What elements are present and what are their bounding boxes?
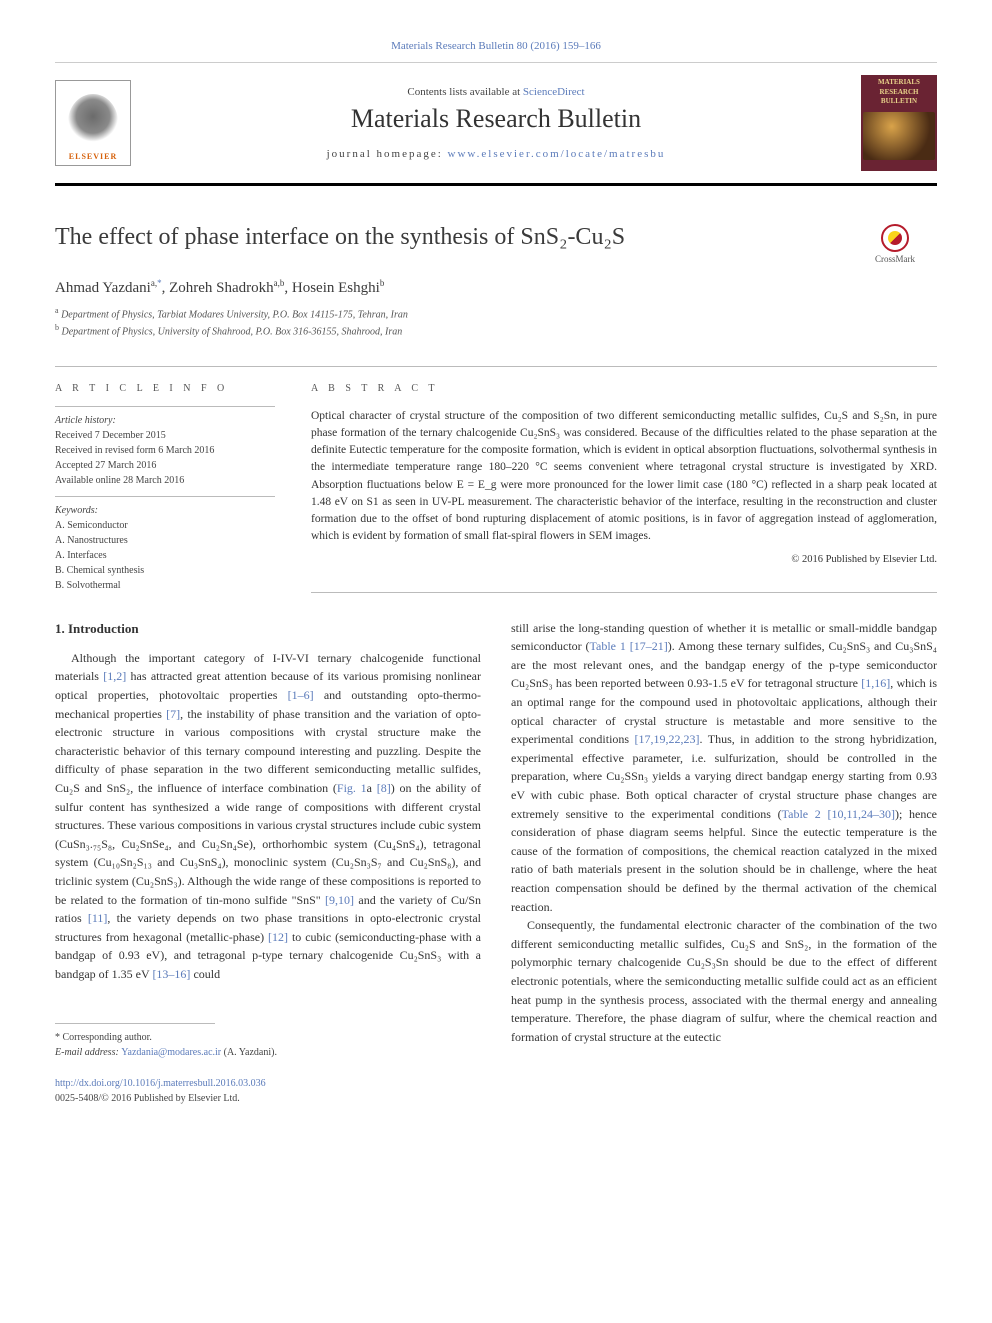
author-sep-1: , xyxy=(162,280,170,296)
cover-title-1: MATERIALS xyxy=(863,79,935,87)
abstract: A B S T R A C T Optical character of cry… xyxy=(311,367,937,593)
author-2-aff: a,b xyxy=(274,278,285,288)
abstract-body: Optical character of crystal structure o… xyxy=(311,408,937,546)
author-2-name: Zohreh Shadrokh xyxy=(169,280,274,296)
article-info-label: A R T I C L E I N F O xyxy=(55,381,275,396)
cite-1-16[interactable]: [1,16] xyxy=(861,676,890,690)
crossmark-icon xyxy=(881,224,909,252)
keyword-5: B. Solvothermal xyxy=(55,578,275,593)
doi-block: http://dx.doi.org/10.1016/j.materresbull… xyxy=(55,1076,481,1106)
issn-copyright: 0025-5408/© 2016 Published by Elsevier L… xyxy=(55,1093,240,1104)
author-sep-2: , xyxy=(284,280,292,296)
aff-b-text: Department of Physics, University of Sha… xyxy=(59,327,402,338)
column-left: 1. Introduction Although the important c… xyxy=(55,619,481,1107)
crossmark-label: CrossMark xyxy=(853,254,937,264)
info-abstract-row: A R T I C L E I N F O Article history: R… xyxy=(55,366,937,593)
cite-1-6[interactable]: [1–6] xyxy=(288,688,314,702)
homepage-link[interactable]: www.elsevier.com/locate/matresbu xyxy=(448,148,666,160)
doi-link[interactable]: http://dx.doi.org/10.1016/j.materresbull… xyxy=(55,1078,266,1089)
cite-17-23[interactable]: [17,19,22,23] xyxy=(635,732,700,746)
masthead: ELSEVIER Contents lists available at Sci… xyxy=(55,62,937,186)
keyword-4: B. Chemical synthesis xyxy=(55,563,275,578)
keyword-2: A. Nanostructures xyxy=(55,533,275,548)
article-history-block: Article history: Received 7 December 201… xyxy=(55,406,275,488)
cover-title-3: BULLETIN xyxy=(863,98,935,106)
cite-13-16[interactable]: [13–16] xyxy=(152,967,190,981)
cite-12[interactable]: [12] xyxy=(268,930,288,944)
elsevier-tree-icon xyxy=(68,94,118,150)
table-1-link[interactable]: Table 1 [17–21] xyxy=(590,639,668,653)
corresponding-author-note: * Corresponding author. E-mail address: … xyxy=(55,1030,481,1060)
t: could xyxy=(190,967,220,981)
column-right: still arise the long-standing question o… xyxy=(511,619,937,1107)
cite-8[interactable]: [8] xyxy=(377,781,391,795)
table-2-link[interactable]: Table 2 [10,11,24–30] xyxy=(782,807,895,821)
author-3-aff: b xyxy=(380,278,385,288)
footnote-separator xyxy=(55,1023,215,1024)
history-received: Received 7 December 2015 xyxy=(55,428,275,443)
history-accepted: Accepted 27 March 2016 xyxy=(55,458,275,473)
fig-1-link[interactable]: Fig. 1 xyxy=(337,781,367,795)
title-row: The effect of phase interface on the syn… xyxy=(55,224,937,264)
cite-7[interactable]: [7] xyxy=(166,707,180,721)
keyword-1: A. Semiconductor xyxy=(55,518,275,533)
author-3-name: Hosein Eshghi xyxy=(292,280,380,296)
keywords-block: Keywords: A. Semiconductor A. Nanostruct… xyxy=(55,496,275,593)
article-title: The effect of phase interface on the syn… xyxy=(55,224,625,251)
t: ) on the ability of sulfur content has s… xyxy=(55,781,481,907)
journal-cover-thumbnail: MATERIALS RESEARCH BULLETIN xyxy=(861,75,937,171)
intro-col2-para2: Consequently, the fundamental electronic… xyxy=(511,916,937,1046)
affiliations: a Department of Physics, Tarbiat Modares… xyxy=(55,305,937,340)
history-online: Available online 28 March 2016 xyxy=(55,473,275,488)
masthead-center: Contents lists available at ScienceDirec… xyxy=(149,86,843,160)
email-label: E-mail address: xyxy=(55,1047,121,1058)
keyword-3: A. Interfaces xyxy=(55,548,275,563)
history-header: Article history: xyxy=(55,413,275,428)
running-head-link[interactable]: Materials Research Bulletin 80 (2016) 15… xyxy=(55,40,937,52)
page: Materials Research Bulletin 80 (2016) 15… xyxy=(0,0,992,1146)
cite-11[interactable]: [11] xyxy=(88,911,108,925)
elsevier-logo: ELSEVIER xyxy=(55,80,131,166)
intro-col2-para1: still arise the long-standing question o… xyxy=(511,619,937,917)
article-info: A R T I C L E I N F O Article history: R… xyxy=(55,367,275,593)
cover-image xyxy=(863,112,935,160)
affiliation-b: b Department of Physics, University of S… xyxy=(55,322,937,339)
authors-line: Ahmad Yazdania,*, Zohreh Shadrokha,b, Ho… xyxy=(55,278,937,297)
intro-heading: 1. Introduction xyxy=(55,619,481,639)
intro-col1-para1: Although the important category of I-IV-… xyxy=(55,649,481,984)
keywords-header: Keywords: xyxy=(55,503,275,518)
contents-line: Contents lists available at ScienceDirec… xyxy=(149,86,843,98)
t: a xyxy=(367,781,377,795)
history-revised: Received in revised form 6 March 2016 xyxy=(55,443,275,458)
corresponding-email-link[interactable]: Yazdania@modares.ac.ir xyxy=(121,1047,221,1058)
crossmark-icon-inner xyxy=(888,231,902,245)
corr-label: Corresponding author. xyxy=(60,1032,152,1043)
cite-1-2[interactable]: [1,2] xyxy=(103,669,126,683)
cover-title-2: RESEARCH xyxy=(863,89,935,97)
sciencedirect-link[interactable]: ScienceDirect xyxy=(523,86,585,98)
email-suffix: (A. Yazdani). xyxy=(221,1047,277,1058)
contents-prefix: Contents lists available at xyxy=(407,86,522,98)
cite-9-10[interactable]: [9,10] xyxy=(325,893,354,907)
journal-name: Materials Research Bulletin xyxy=(149,104,843,134)
author-1-name: Ahmad Yazdani xyxy=(55,280,151,296)
abstract-copyright: © 2016 Published by Elsevier Ltd. xyxy=(311,552,937,568)
homepage-prefix: journal homepage: xyxy=(327,148,448,160)
affiliation-a: a Department of Physics, Tarbiat Modares… xyxy=(55,305,937,322)
abstract-label: A B S T R A C T xyxy=(311,381,937,396)
t: ); hence consideration of phase diagram … xyxy=(511,807,937,914)
journal-homepage: journal homepage: www.elsevier.com/locat… xyxy=(149,148,843,160)
aff-a-text: Department of Physics, Tarbiat Modares U… xyxy=(59,309,408,320)
body-columns: 1. Introduction Although the important c… xyxy=(55,619,937,1107)
crossmark-badge[interactable]: CrossMark xyxy=(853,224,937,264)
elsevier-wordmark: ELSEVIER xyxy=(69,152,117,161)
